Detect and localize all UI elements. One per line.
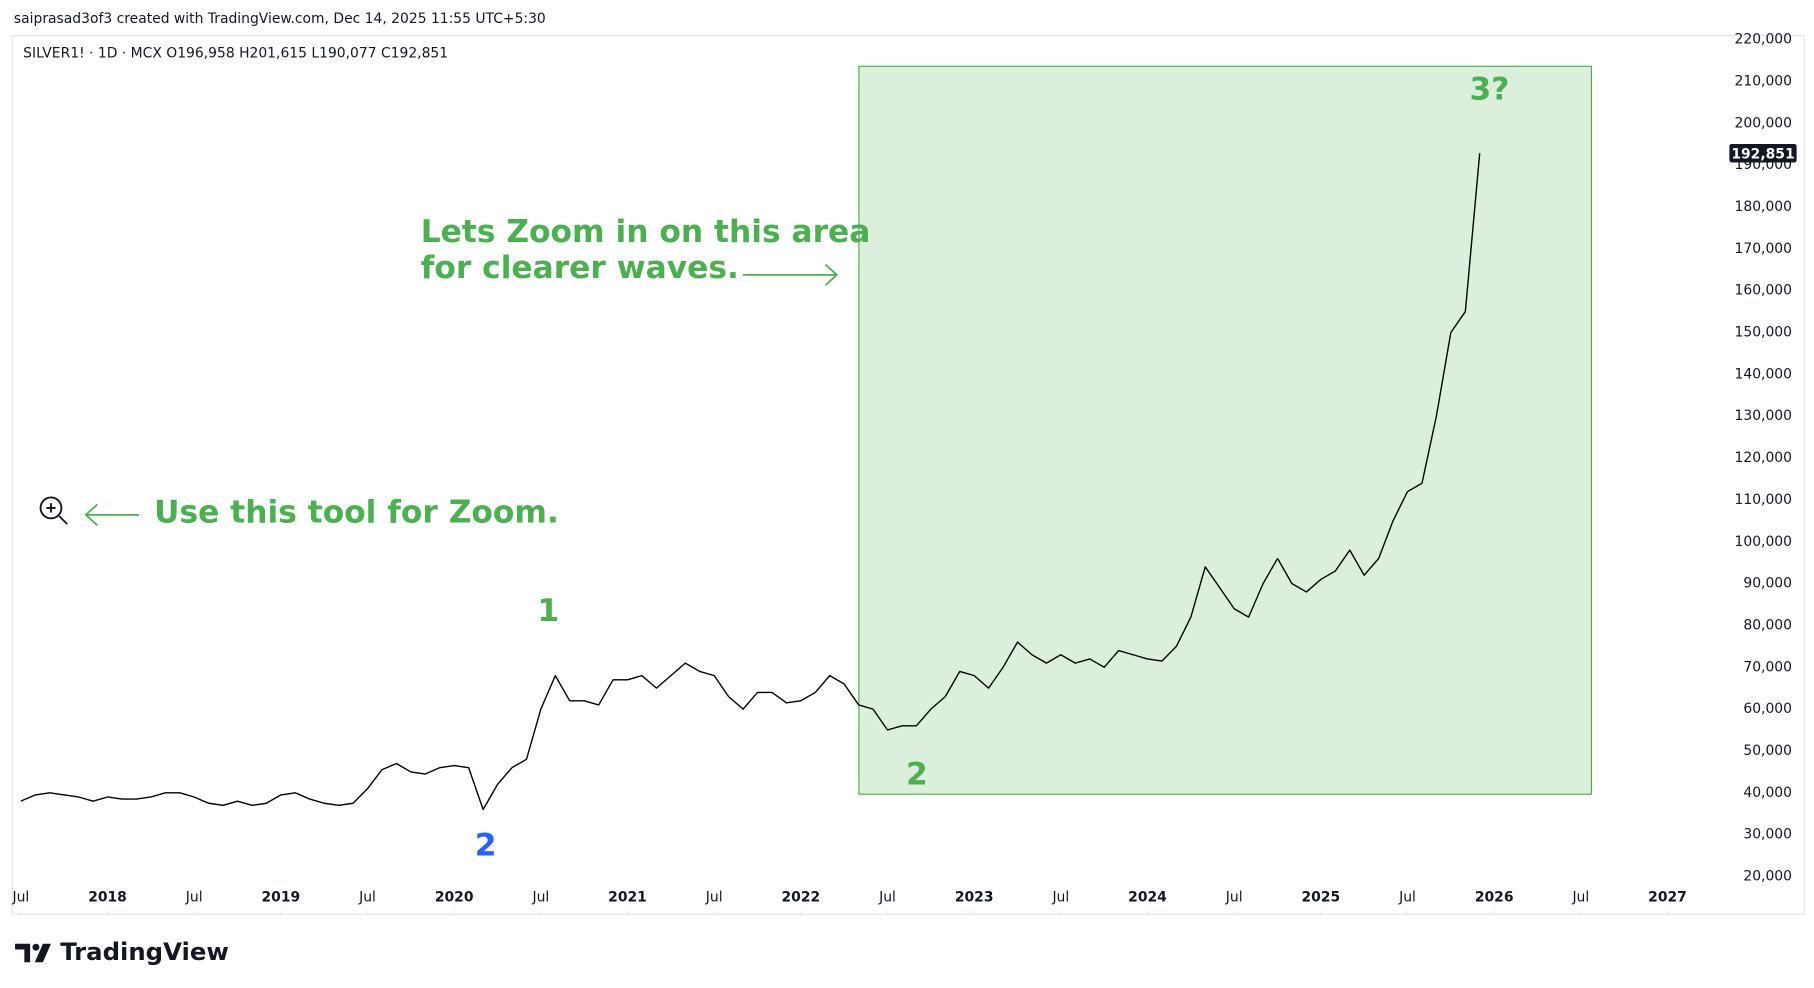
y-tick-label: 200,000: [1735, 115, 1792, 131]
last-price-box: [1729, 143, 1797, 163]
zoom-icon: [39, 496, 68, 525]
y-tick-label: 150,000: [1735, 325, 1792, 341]
x-tick-label: Jul: [1051, 889, 1069, 905]
x-tick-label: 2020: [435, 889, 474, 905]
y-tick-label: 30,000: [1743, 827, 1792, 843]
symbol-info: SILVER1! · 1D · MCX O196,958 H201,615 L1…: [23, 46, 448, 62]
y-tick-label: 220,000: [1735, 32, 1792, 48]
y-tick-label: 130,000: [1735, 408, 1792, 424]
y-tick-label: 170,000: [1735, 241, 1792, 257]
chart-frame: [11, 34, 1805, 915]
x-tick-label: 2018: [88, 889, 127, 905]
x-tick-label: Jul: [11, 889, 29, 905]
y-tick-label: 40,000: [1743, 785, 1792, 801]
zoom-area: [858, 65, 1593, 795]
annotation: Lets Zoom in on this area: [421, 214, 871, 250]
y-tick-label: 160,000: [1735, 283, 1792, 299]
y-tick-label: 120,000: [1735, 450, 1792, 466]
annotation: for clearer waves.: [421, 250, 739, 286]
last-price-label: 192,851: [1731, 146, 1794, 162]
x-tick-label: 2021: [608, 889, 647, 905]
x-tick-label: 2025: [1302, 889, 1341, 905]
wave-label: 2: [475, 827, 497, 863]
y-tick-label: 100,000: [1735, 534, 1792, 550]
y-tick-label: 20,000: [1743, 869, 1792, 885]
y-tick-label: 210,000: [1735, 73, 1792, 89]
y-tick-label: 50,000: [1743, 743, 1792, 759]
credit: saiprasad3of3 created with TradingView.c…: [14, 11, 546, 27]
x-tick-label: 2023: [955, 889, 994, 905]
brand-logo: [15, 943, 52, 963]
x-tick-label: 2026: [1475, 889, 1514, 905]
x-tick-label: Jul: [1571, 889, 1589, 905]
x-tick-label: Jul: [531, 889, 549, 905]
x-tick-label: Jul: [878, 889, 896, 905]
y-tick-label: 110,000: [1735, 492, 1792, 508]
y-tick-label: 140,000: [1735, 366, 1792, 382]
x-tick-label: 2019: [262, 889, 301, 905]
plot: 20,000 30,000 40,000 50,000 60,000 70,000 80,0…: [11, 32, 1801, 914]
brand: TradingView: [60, 937, 229, 966]
arrow: [742, 263, 839, 287]
x-tick-label: Jul: [1225, 889, 1243, 905]
x-tick-label: Jul: [705, 889, 723, 905]
y-tick-label: 80,000: [1743, 617, 1792, 633]
y-tick-label: 70,000: [1743, 659, 1792, 675]
y-tick-label: 180,000: [1735, 199, 1792, 215]
x-tick-label: Jul: [1398, 889, 1416, 905]
x-tick-label: Jul: [185, 889, 203, 905]
x-tick-label: 2024: [1128, 889, 1167, 905]
wave-label: 2: [906, 757, 928, 793]
y-tick-label: 90,000: [1743, 576, 1792, 592]
wave-label: 3?: [1469, 72, 1509, 108]
wave-label: 1: [537, 593, 559, 629]
x-tick-label: Jul: [358, 889, 376, 905]
y-tick-label: 60,000: [1743, 701, 1792, 717]
price-line: [20, 153, 1481, 811]
arrow: [84, 503, 140, 526]
x-tick-label: 2027: [1648, 889, 1687, 905]
x-tick-label: 2022: [782, 889, 821, 905]
annotation: Use this tool for Zoom.: [154, 495, 559, 531]
